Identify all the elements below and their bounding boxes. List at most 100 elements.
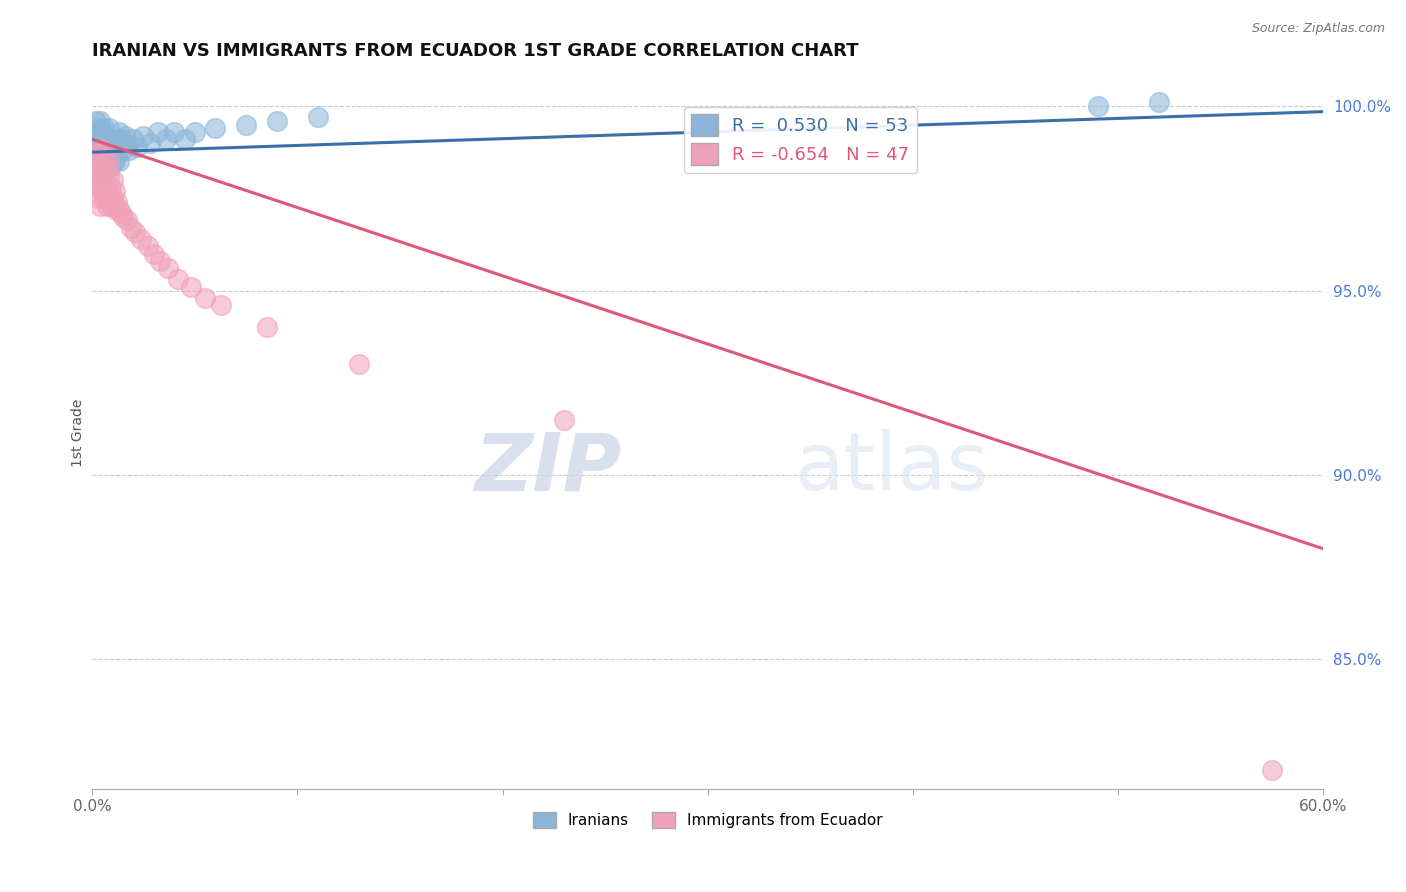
Point	[105, 194, 128, 209]
Point	[155, 132, 177, 146]
Y-axis label: 1st Grade: 1st Grade	[72, 399, 86, 467]
Point	[1147, 95, 1170, 110]
Point	[96, 144, 118, 158]
Point	[89, 144, 111, 158]
Point	[97, 154, 120, 169]
Point	[104, 139, 127, 153]
Point	[87, 147, 110, 161]
Point	[163, 125, 186, 139]
Point	[101, 191, 124, 205]
Point	[114, 128, 136, 143]
Point	[84, 147, 107, 161]
Point	[89, 165, 111, 179]
Point	[93, 136, 115, 150]
Point	[100, 144, 122, 158]
Point	[87, 191, 110, 205]
Text: ZIP: ZIP	[474, 429, 621, 508]
Point	[97, 121, 120, 136]
Point	[118, 144, 141, 158]
Point	[347, 357, 370, 371]
Point	[84, 180, 107, 194]
Point	[91, 161, 114, 176]
Point	[93, 169, 115, 184]
Point	[101, 173, 124, 187]
Point	[146, 125, 169, 139]
Point	[131, 232, 153, 246]
Legend: Iranians, Immigrants from Ecuador: Iranians, Immigrants from Ecuador	[527, 806, 889, 834]
Point	[87, 121, 110, 136]
Point	[235, 118, 257, 132]
Point	[138, 136, 160, 150]
Point	[122, 132, 145, 146]
Point	[93, 121, 115, 136]
Point	[157, 261, 180, 276]
Point	[104, 184, 127, 198]
Point	[87, 169, 110, 184]
Point	[100, 180, 122, 194]
Point	[115, 136, 138, 150]
Point	[91, 125, 114, 139]
Point	[97, 169, 120, 184]
Point	[96, 161, 118, 176]
Point	[83, 165, 105, 179]
Point	[96, 199, 118, 213]
Point	[101, 132, 124, 146]
Point	[110, 206, 132, 220]
Point	[93, 151, 115, 165]
Point	[96, 180, 118, 194]
Point	[105, 147, 128, 161]
Point	[204, 121, 226, 136]
Point	[266, 113, 288, 128]
Point	[108, 125, 131, 139]
Point	[96, 128, 118, 143]
Point	[91, 158, 114, 172]
Point	[84, 113, 107, 128]
Point	[142, 246, 165, 260]
Point	[100, 199, 122, 213]
Point	[97, 136, 120, 150]
Point	[89, 154, 111, 169]
Point	[96, 161, 118, 176]
Point	[108, 202, 131, 217]
Point	[83, 144, 105, 158]
Point	[132, 128, 155, 143]
Point	[124, 225, 146, 239]
Point	[194, 291, 217, 305]
Point	[100, 158, 122, 172]
Point	[111, 210, 134, 224]
Point	[307, 110, 329, 124]
Point	[553, 412, 575, 426]
Text: atlas: atlas	[794, 429, 988, 508]
Point	[173, 132, 195, 146]
Point	[211, 298, 233, 312]
Point	[89, 177, 111, 191]
Point	[136, 239, 159, 253]
Point	[105, 132, 128, 146]
Point	[115, 213, 138, 227]
Point	[91, 184, 114, 198]
Point	[104, 202, 127, 217]
Point	[120, 220, 142, 235]
Point	[111, 144, 134, 158]
Point	[89, 113, 111, 128]
Point	[97, 191, 120, 205]
Point	[108, 154, 131, 169]
Text: IRANIAN VS IMMIGRANTS FROM ECUADOR 1ST GRADE CORRELATION CHART: IRANIAN VS IMMIGRANTS FROM ECUADOR 1ST G…	[93, 42, 859, 60]
Point	[91, 144, 114, 158]
Point	[127, 139, 149, 153]
Point	[104, 154, 127, 169]
Point	[87, 154, 110, 169]
Point	[84, 125, 107, 139]
Point	[184, 125, 207, 139]
Point	[1261, 763, 1284, 777]
Point	[110, 132, 132, 146]
Point	[91, 139, 114, 153]
Point	[101, 147, 124, 161]
Point	[93, 169, 115, 184]
Point	[89, 128, 111, 143]
Point	[149, 254, 172, 268]
Point	[93, 154, 115, 169]
Point	[87, 136, 110, 150]
Text: Source: ZipAtlas.com: Source: ZipAtlas.com	[1251, 22, 1385, 36]
Point	[89, 199, 111, 213]
